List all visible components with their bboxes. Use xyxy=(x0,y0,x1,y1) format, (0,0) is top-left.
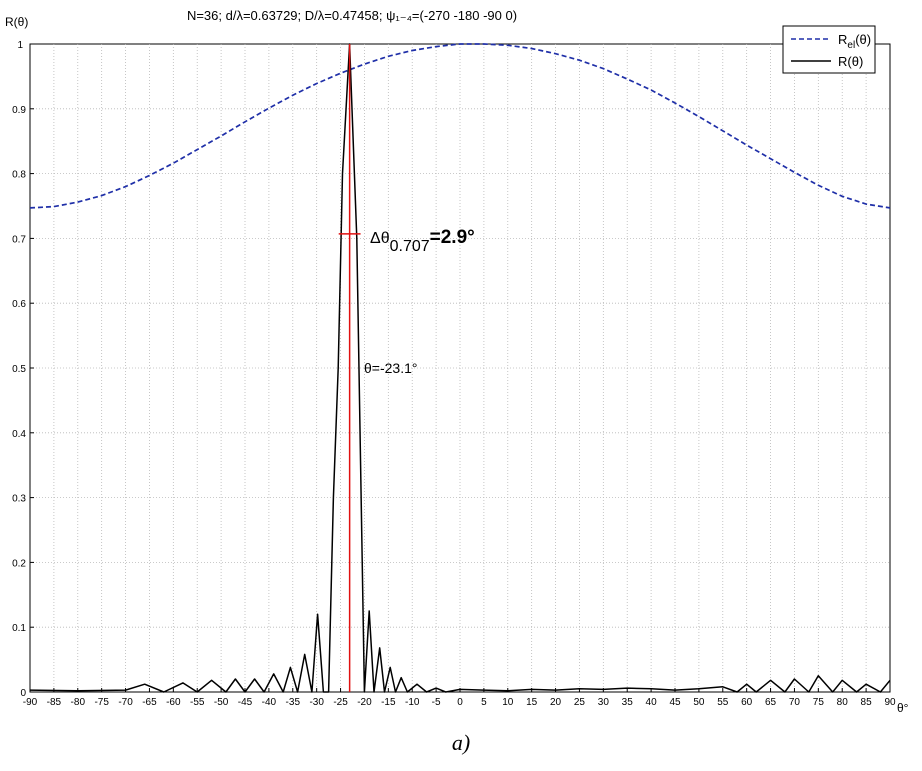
x-tick-label: -40 xyxy=(262,697,277,708)
beamwidth-symbol: Δθ xyxy=(370,230,390,247)
x-tick-label: 75 xyxy=(813,697,825,708)
series-line-r xyxy=(29,43,891,693)
y-tick-label: 0 xyxy=(20,688,26,699)
peak-angle-annotation: θ=-23.1° xyxy=(364,360,417,376)
x-tick-label: -5 xyxy=(432,697,441,708)
x-tick-label: -45 xyxy=(238,697,253,708)
x-tick-label: 60 xyxy=(741,697,753,708)
legend-box xyxy=(782,25,876,74)
x-tick-label: -35 xyxy=(286,697,301,708)
x-tick-label: 20 xyxy=(550,697,562,708)
x-tick-label: 50 xyxy=(693,697,705,708)
y-tick-label: 0.7 xyxy=(12,234,26,245)
x-tick-label: 5 xyxy=(481,697,487,708)
x-tick-label: 15 xyxy=(526,697,538,708)
x-tick-label: 0 xyxy=(457,697,463,708)
x-tick-label: 35 xyxy=(622,697,634,708)
x-tick-label: -50 xyxy=(214,697,229,708)
x-tick-label: 70 xyxy=(789,697,801,708)
x-tick-label: -60 xyxy=(166,697,181,708)
x-tick-label: -15 xyxy=(381,697,396,708)
x-tick-label: 80 xyxy=(837,697,849,708)
y-tick-label: 1 xyxy=(17,40,23,51)
x-tick-label: 10 xyxy=(502,697,514,708)
x-tick-label: 65 xyxy=(765,697,777,708)
x-tick-label: 30 xyxy=(598,697,610,708)
y-tick-label: 0.2 xyxy=(12,558,26,569)
legend-label-rel: Rel(θ) xyxy=(838,32,871,51)
x-tick-label: 90 xyxy=(884,697,896,708)
y-axis-ticks: 0 0.1 0.2 0.3 0.4 0.5 0.6 0.7 0.8 0.9 1 xyxy=(12,40,34,699)
y-tick-label: 0.9 xyxy=(12,105,26,116)
y-tick-label: 0.1 xyxy=(12,623,26,634)
x-tick-label: 25 xyxy=(574,697,586,708)
x-tick-label: -85 xyxy=(47,697,62,708)
y-tick-label: 0.5 xyxy=(12,364,26,375)
x-tick-label: -90 xyxy=(23,697,38,708)
beamwidth-annotation: Δθ0.707=2.9° xyxy=(370,227,475,255)
x-tick-label: -30 xyxy=(309,697,324,708)
x-tick-label: -80 xyxy=(71,697,86,708)
y-tick-label: 0.8 xyxy=(12,170,26,181)
y-tick-label: 0.3 xyxy=(12,494,26,505)
y-tick-label: 0.4 xyxy=(12,429,26,440)
series-line-rel xyxy=(29,43,891,209)
grid-lines xyxy=(30,44,890,692)
series-lines xyxy=(29,43,891,693)
y-axis-label: R(θ) xyxy=(5,15,28,29)
x-tick-label: 40 xyxy=(646,697,658,708)
x-axis-ticks: -90 -85 -80 -75 -70 -65 -60 -55 -50 -45 -40 -35 -30-… xyxy=(23,688,896,708)
x-tick-label: 45 xyxy=(669,697,681,708)
legend-label-r: R(θ) xyxy=(838,54,863,69)
x-tick-label: -75 xyxy=(94,697,109,708)
x-tick-label: -25 xyxy=(333,697,348,708)
beamwidth-value: =2.9° xyxy=(430,227,475,248)
x-tick-label: 55 xyxy=(717,697,729,708)
legend: Rel(θ) R(θ) xyxy=(782,25,876,74)
y-tick-label: 0.6 xyxy=(12,299,26,310)
beamwidth-subscript: 0.707 xyxy=(390,238,430,255)
x-tick-label: 85 xyxy=(861,697,873,708)
x-tick-label: -20 xyxy=(357,697,372,708)
x-axis-label: θ° xyxy=(897,701,909,715)
figure-caption: a) xyxy=(451,730,471,755)
x-tick-label: -10 xyxy=(405,697,420,708)
x-tick-label: -55 xyxy=(190,697,205,708)
chart-title: N=36; d/λ=0.63729; D/λ=0.47458; ψ₁₋₄=(-2… xyxy=(187,8,517,23)
x-tick-label: -70 xyxy=(118,697,133,708)
annotation-markers xyxy=(338,44,361,692)
x-tick-label: -65 xyxy=(142,697,157,708)
